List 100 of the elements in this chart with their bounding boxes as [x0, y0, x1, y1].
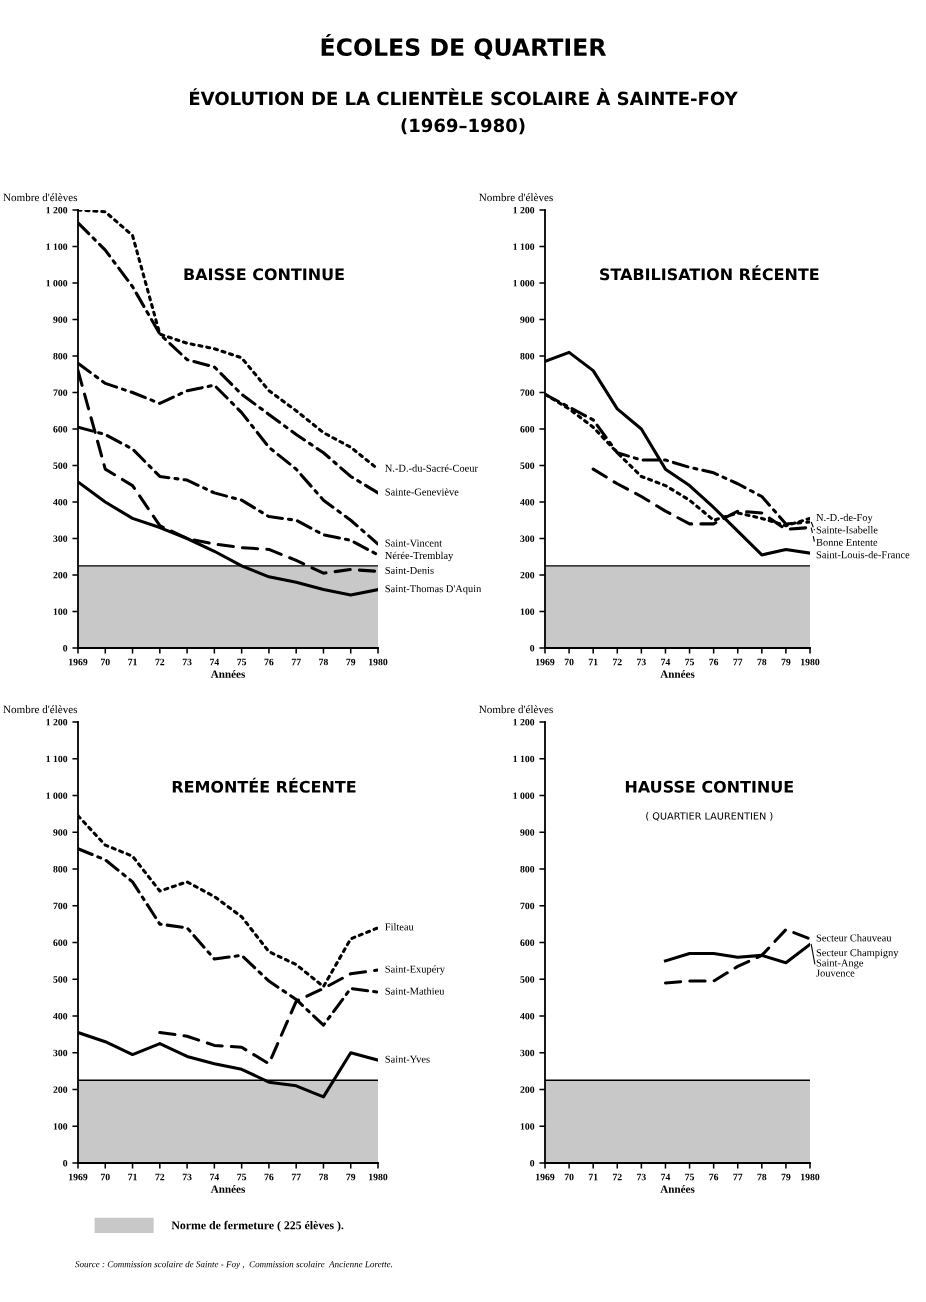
x-tick-label: 1969: [69, 1173, 88, 1181]
y-tick-label: 600: [53, 425, 68, 433]
x-tick-label: 72: [612, 1173, 622, 1181]
x-tick-label: 71: [128, 658, 137, 666]
y-tick-label: 400: [53, 498, 68, 506]
x-tick-label: 73: [182, 1173, 192, 1181]
y-tick-label: 100: [53, 1123, 68, 1130]
x-tick-label: 76: [264, 658, 274, 666]
y-tick-label: 1 100: [513, 243, 535, 250]
y-tick-label: 1 000: [513, 792, 535, 799]
y-tick-label: 0: [530, 644, 535, 652]
x-tick-label: 72: [155, 658, 165, 666]
y-tick-label: 600: [53, 939, 68, 946]
x-tick-label: 1980: [369, 1173, 388, 1181]
y-tick-label: 900: [520, 829, 535, 836]
y-tick-label: 700: [53, 902, 68, 910]
y-tick-label: 100: [520, 608, 535, 615]
y-tick-label: 1 200: [513, 206, 535, 214]
x-axis-title: Années: [210, 670, 246, 678]
legend-label: Sainte-Isabelle: [816, 526, 878, 534]
x-tick-label: 78: [319, 1173, 328, 1181]
x-tick-label: 1969: [69, 658, 88, 666]
text: (1969–1980): [401, 118, 525, 135]
x-tick-label: 71: [588, 1173, 598, 1181]
y-tick-label: 1 100: [46, 755, 68, 763]
series-label: Saint-Thomas D'Aquin: [385, 584, 482, 595]
y-tick-label: 1 200: [46, 718, 68, 726]
x-tick-label: 71: [588, 658, 598, 666]
text: ÉVOLUTION DE LA CLIENTÈLE SCOLAIRE À SAINTE-FOY: [189, 88, 738, 106]
x-tick-label: 71: [128, 1173, 137, 1181]
x-tick-label: 73: [637, 1173, 646, 1181]
y-tick-label: 500: [520, 462, 535, 469]
text: ( QUARTIER LAURENTIEN ): [646, 812, 773, 821]
y-tick-label: 900: [53, 829, 68, 836]
y-tick-label: 1 200: [46, 206, 68, 214]
source-note: Source : Commission scolaire de Sainte - Foy , Commission scolaire Ancienne Lorette.: [75, 1260, 393, 1270]
y-tick-label: 500: [53, 462, 68, 469]
text: REMONTÉE RÉCENTE: [172, 777, 356, 793]
y-tick-label: 700: [520, 389, 535, 396]
series-label: Secteur Chauveau: [816, 934, 892, 942]
series-label: Filteau: [385, 923, 414, 931]
x-tick-label: 75: [685, 1173, 695, 1181]
x-tick-label: 76: [709, 658, 719, 666]
x-tick-label: 75: [685, 658, 695, 666]
series-label: Saint-Yves: [385, 1055, 430, 1063]
y-tick-label: 1 000: [46, 279, 68, 287]
x-tick-label: 76: [709, 1173, 719, 1181]
series-label: Bonne Entente: [816, 538, 878, 546]
y-tick-label: 900: [520, 316, 535, 323]
x-tick-label: 1980: [801, 1173, 820, 1181]
x-tick-label: 74: [661, 1173, 671, 1181]
y-tick-label: 300: [53, 535, 68, 542]
text: ÉCOLES DE QUARTIER: [321, 33, 607, 60]
x-tick-label: 1980: [801, 658, 820, 666]
series-label: Saint-Mathieu: [385, 987, 445, 995]
y-tick-label: 300: [53, 1049, 68, 1057]
y-tick-label: 0: [63, 1159, 68, 1167]
y-tick-label: 1 200: [513, 718, 535, 726]
y-tick-label: 1 000: [513, 279, 535, 287]
text: STABILISATION RÉCENTE: [600, 265, 819, 281]
y-tick-label: 400: [520, 1012, 535, 1020]
x-tick-label: 79: [781, 658, 791, 666]
y-tick-label: 700: [520, 902, 535, 910]
y-tick-label: 200: [520, 571, 535, 579]
y-tick-label: 500: [520, 976, 535, 983]
y-tick-label: 800: [520, 352, 535, 360]
x-tick-label: 74: [210, 658, 220, 666]
y-tick-label: 1 100: [46, 243, 68, 250]
y-axis-title: Nombre d'élèves: [479, 193, 553, 202]
y-tick-label: 600: [520, 939, 535, 946]
y-tick-label: 500: [53, 976, 68, 983]
y-tick-label: 300: [520, 1049, 535, 1057]
y-tick-label: 1 100: [513, 755, 535, 763]
y-tick-label: 800: [520, 865, 535, 873]
y-axis-title: Nombre d'élèves: [3, 705, 78, 714]
y-tick-label: 200: [520, 1086, 535, 1093]
x-tick-label: 70: [100, 1173, 110, 1181]
x-tick-label: 74: [210, 1173, 220, 1181]
y-axis-title: Nombre d'élèves: [3, 193, 78, 202]
y-tick-label: 300: [520, 535, 535, 542]
x-tick-label: 75: [237, 658, 247, 666]
x-tick-label: 72: [155, 1173, 165, 1181]
x-tick-label: 1980: [369, 658, 388, 666]
series-label: Saint-Vincent: [385, 539, 442, 547]
series-label: Saint-Louis-de-France: [816, 550, 910, 559]
y-tick-label: 400: [53, 1012, 68, 1020]
y-tick-label: 800: [53, 352, 68, 360]
y-tick-label: 0: [530, 1159, 535, 1167]
y-tick-label: 100: [520, 1123, 535, 1130]
y-tick-label: 100: [53, 608, 68, 615]
x-tick-label: 77: [291, 658, 301, 666]
y-tick-label: 600: [520, 425, 535, 433]
x-tick-label: 75: [237, 1173, 247, 1181]
y-tick-label: 700: [53, 389, 68, 396]
y-tick-label: 800: [53, 865, 68, 873]
legend-label: Norme de fermeture ( 225 élèves ).: [171, 1220, 344, 1232]
y-tick-label: 900: [53, 316, 68, 323]
series-label: Saint-Denis: [385, 566, 434, 574]
x-axis-title: Années: [210, 1185, 246, 1193]
series-label: Sainte-Geneviève: [385, 488, 459, 496]
